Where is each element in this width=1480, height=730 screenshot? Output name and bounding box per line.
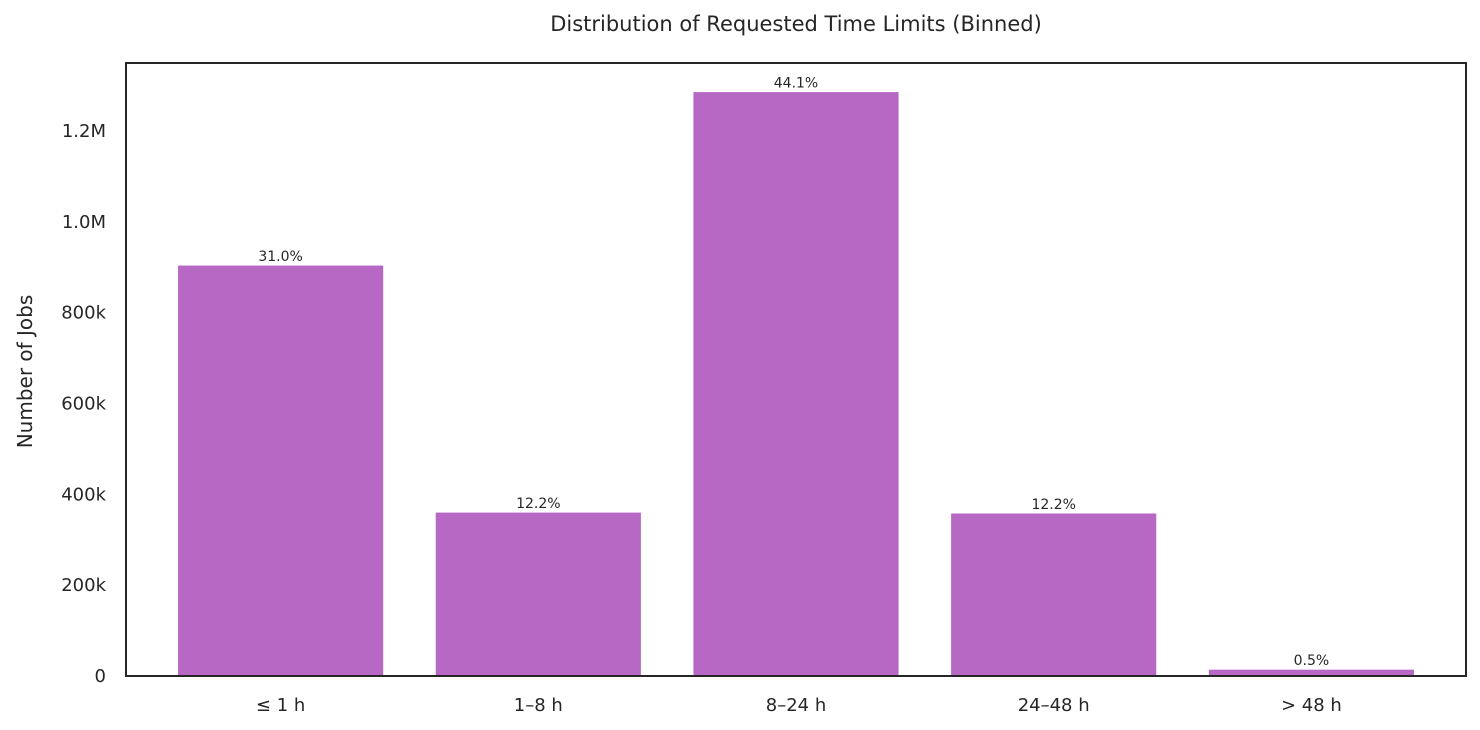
x-tick-label-0: ≤ 1 h <box>256 695 305 716</box>
bar-0 <box>177 264 385 677</box>
bar-data-label-3: 12.2% <box>1031 497 1075 513</box>
x-tick-label-2: 8–24 h <box>766 695 827 716</box>
y-tick-label-1: 200k <box>61 575 106 596</box>
chart-title: Distribution of Requested Time Limits (B… <box>550 12 1042 36</box>
y-axis-ticks: 0 200k 400k 600k 800k 1.0M 1.2M <box>61 121 106 687</box>
x-tick-label-3: 24–48 h <box>1018 695 1090 716</box>
y-tick-label-4: 800k <box>61 303 106 324</box>
bars-layer <box>177 91 1415 677</box>
y-tick-label-0: 0 <box>95 666 106 687</box>
bar-data-label-4: 0.5% <box>1294 653 1330 669</box>
bar-1 <box>434 511 642 677</box>
bar-data-label-2: 44.1% <box>774 76 818 92</box>
bar-2 <box>692 91 900 677</box>
y-axis-label: Number of Jobs <box>13 295 37 449</box>
bar-3 <box>950 512 1158 677</box>
y-tick-label-6: 1.2M <box>62 121 106 142</box>
bar-4 <box>1207 668 1415 677</box>
data-labels-layer: 31.0% 12.2% 44.1% 12.2% 0.5% <box>258 76 1329 670</box>
bar-data-label-0: 31.0% <box>258 249 302 265</box>
y-tick-label-2: 400k <box>61 484 106 505</box>
bar-data-label-1: 12.2% <box>516 496 560 512</box>
x-tick-label-1: 1–8 h <box>514 695 563 716</box>
y-tick-label-3: 600k <box>61 394 106 415</box>
x-axis-ticks: ≤ 1 h 1–8 h 8–24 h 24–48 h > 48 h <box>256 695 1342 716</box>
y-tick-label-5: 1.0M <box>62 212 106 233</box>
x-tick-label-4: > 48 h <box>1281 695 1342 716</box>
plot-frame <box>125 62 1467 677</box>
